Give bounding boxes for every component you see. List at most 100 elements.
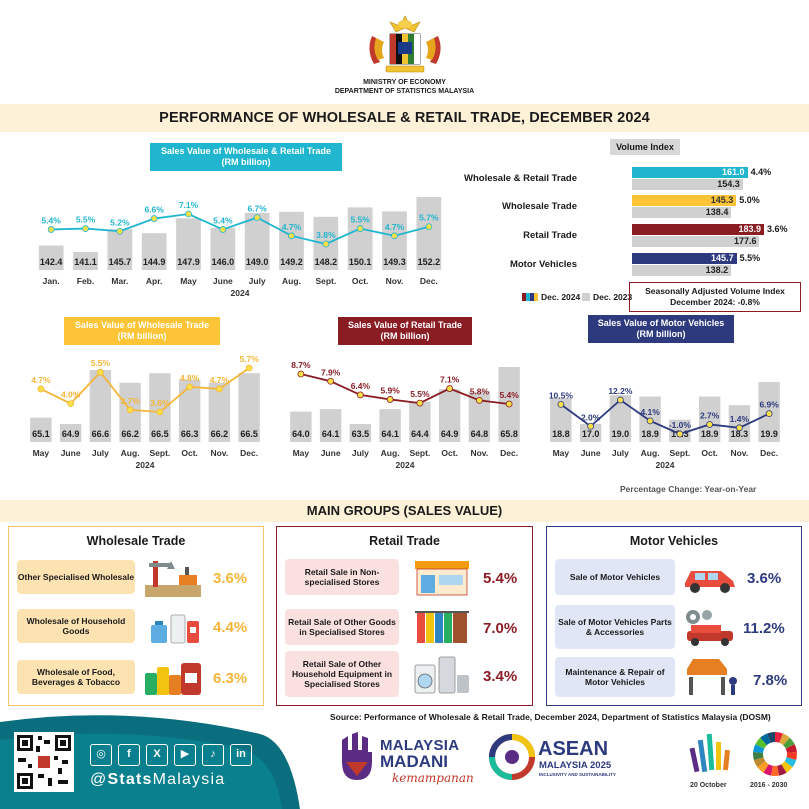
x-tick-label: Dec. [240, 448, 258, 458]
linkedin-icon[interactable]: in [230, 744, 252, 766]
x-tick-label: Sept. [149, 448, 170, 458]
growth-pct-label: 5.5% [350, 215, 370, 225]
bar-value-label: 64.8 [471, 429, 489, 439]
x-tick-label: June [61, 448, 81, 458]
growth-pct-label: 1.4% [730, 414, 750, 424]
sdg-segment [763, 764, 773, 776]
volume-pct-label: 5.5% [739, 253, 761, 263]
growth-point [676, 430, 684, 438]
growth-point [706, 421, 714, 428]
growth-point [47, 226, 55, 233]
growth-pct-label: 3.8% [316, 230, 336, 240]
growth-pct-label: 3.6% [150, 398, 170, 408]
group-pct: 3.6% [213, 570, 248, 587]
facebook-icon[interactable]: f [118, 744, 140, 766]
bar [149, 373, 171, 442]
x-icon[interactable]: X [146, 744, 168, 766]
qr-code-icon [14, 732, 74, 792]
bar [59, 424, 82, 442]
x-tick-label: Nov. [470, 448, 488, 458]
bar-value-label: 144.9 [143, 257, 166, 267]
bar-value-label: 66.2 [121, 429, 139, 439]
bar-value-label: 66.2 [211, 429, 229, 439]
wholesale-panel: Wholesale Trade Other Specialised Wholes… [8, 526, 264, 706]
tiktok-icon[interactable]: ♪ [202, 744, 224, 766]
department-name: DEPARTMENT OF STATISTICS MALAYSIA [334, 88, 475, 95]
growth-pct-label: 5.7% [419, 213, 439, 223]
sdg-wheel-logo [753, 732, 797, 776]
growth-pct-label: 5.7% [239, 354, 259, 364]
ministry-text: MINISTRY OF ECONOMY DEPARTMENT OF STATIS… [0, 78, 809, 96]
sdg-segment [775, 732, 783, 743]
growth-point [215, 385, 223, 393]
growth-point [425, 223, 433, 231]
bar-value-label: 152.2 [418, 257, 441, 267]
x-tick-label: Apr. [146, 276, 163, 286]
bar-value-label: 66.3 [181, 429, 199, 439]
seasonal-line2: December 2024: -0.8% [670, 297, 760, 307]
motor-chart-title: Sales Value of Motor Vehicles (RM billio… [588, 315, 734, 343]
madani-mid-text: MADANI [380, 752, 448, 771]
instagram-icon[interactable]: ◎ [90, 744, 112, 766]
x-tick-label: Nov. [730, 448, 748, 458]
retail-chart-title-text: Sales Value of Retail Trade [347, 320, 463, 330]
year-label: 2024 [656, 460, 675, 470]
growth-point [327, 377, 335, 385]
x-tick-label: July [352, 448, 369, 458]
sdg-segment [781, 761, 793, 773]
volume-bar-dec-2024: 161.0 [632, 167, 748, 178]
statistics-day-logo [689, 733, 731, 773]
x-tick-label: July [92, 448, 109, 458]
growth-pct-label: 5.8% [470, 386, 490, 396]
handle-rest: Malaysia [152, 771, 226, 788]
handle-bold: Stats [107, 771, 153, 788]
growth-pct-label: 5.4% [499, 390, 519, 400]
bar [89, 370, 112, 442]
ministry-name: MINISTRY OF ECONOMY [363, 79, 446, 86]
growth-point [150, 215, 158, 222]
growth-point [386, 396, 394, 403]
bar [176, 218, 201, 270]
bar-value-label: 66.5 [151, 429, 169, 439]
bar-value-label: 149.3 [383, 257, 406, 267]
bar [349, 424, 372, 442]
social-handle: @StatsMalaysia [90, 771, 225, 789]
x-tick-label: June [581, 448, 601, 458]
sdg-period-label: 2016 - 2030 [750, 782, 788, 789]
main-groups-title: MAIN GROUPS (SALES VALUE) [306, 503, 503, 518]
car-parts-icon [686, 610, 733, 646]
growth-line [300, 373, 510, 405]
bar [728, 405, 751, 442]
x-tick-label: Aug. [641, 448, 660, 458]
bar [107, 229, 133, 270]
growth-point [735, 424, 743, 432]
bar-value-label: 141.1 [74, 257, 97, 267]
bar [379, 409, 401, 442]
wholesale-panel-title: Wholesale Trade [86, 534, 186, 548]
bar-value-label: 66.6 [92, 429, 110, 439]
volume-category-label: Retail Trade [523, 230, 577, 241]
youtube-icon[interactable]: ▶ [174, 744, 196, 766]
growth-pct-label: 2.0% [581, 412, 601, 422]
growth-pct-label: 2.7% [700, 410, 720, 420]
bar [409, 401, 431, 442]
x-tick-label: Aug. [282, 276, 301, 286]
bar [210, 227, 236, 270]
clothes-rack-icon [415, 611, 469, 643]
volume-bar-dec-2023: 154.3 [632, 179, 743, 190]
main-groups-band [0, 500, 809, 522]
bar-value-label: 18.8 [552, 429, 570, 439]
wholesale-sales-chart: 65.1 May 64.9 June 66.6 July 66.2 Aug. 66.5 Sept.… [30, 354, 260, 470]
growth-point [557, 400, 565, 408]
bar-value-label: 19.9 [760, 429, 778, 439]
madani-top-text: MALAYSIA [380, 737, 460, 754]
growth-pct-label: 12.2% [608, 386, 633, 396]
bar-value-label: 148.2 [315, 257, 338, 267]
growth-point [185, 210, 192, 218]
motor-chart-title-text: Sales Value of Motor Vehicles [597, 318, 725, 328]
group-label: Other Specialised Wholesale [17, 560, 135, 594]
madani-script-text: kemampanan [392, 771, 474, 785]
bar [208, 382, 231, 442]
bar [30, 417, 52, 442]
growth-pct-label: 7.1% [440, 375, 460, 385]
